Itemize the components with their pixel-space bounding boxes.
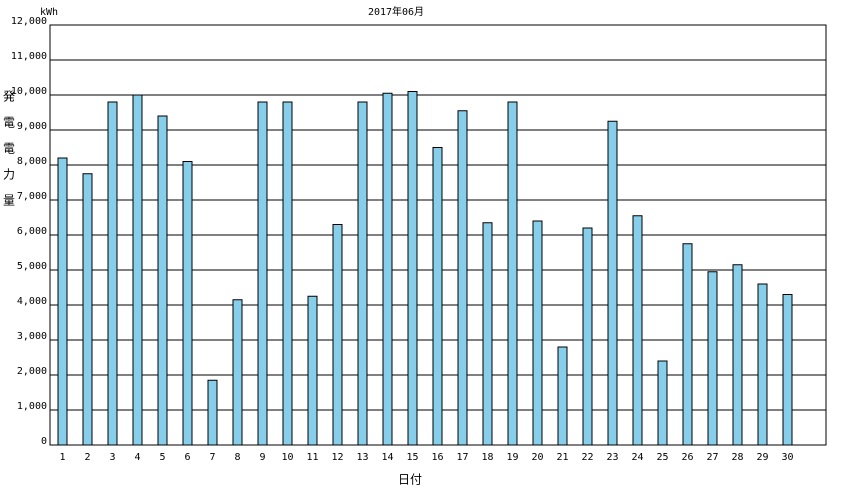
bar (482, 222, 493, 446)
x-tick-label: 11 (306, 452, 318, 463)
bar (457, 110, 468, 446)
y-tick-label: 6,000 (17, 226, 47, 237)
bar (82, 173, 93, 446)
x-tick-label: 13 (356, 452, 368, 463)
x-tick-label: 25 (656, 452, 668, 463)
y-tick-label: 2,000 (17, 366, 47, 377)
bar (732, 264, 743, 446)
x-tick-label: 29 (756, 452, 768, 463)
y-tick-label: 0 (41, 436, 47, 447)
x-tick-label: 24 (631, 452, 643, 463)
bar (382, 92, 393, 446)
y-tick-label: 5,000 (17, 261, 47, 272)
x-axis-title: 日付 (398, 473, 422, 487)
y-tick-label: 8,000 (17, 156, 47, 167)
y-tick-label: 10,000 (11, 86, 47, 97)
x-tick-label: 7 (209, 452, 215, 463)
x-tick-label: 4 (134, 452, 140, 463)
bar (332, 224, 343, 446)
bar (57, 157, 68, 446)
x-tick-label: 21 (556, 452, 568, 463)
y-tick-label: 1,000 (17, 401, 47, 412)
y-tick-label: 4,000 (17, 296, 47, 307)
bar (557, 346, 568, 446)
x-tick-label: 8 (234, 452, 240, 463)
x-tick-label: 14 (381, 452, 393, 463)
bar (632, 215, 643, 446)
y-tick-label: 9,000 (17, 121, 47, 132)
bar (357, 101, 368, 446)
bar (757, 283, 768, 446)
x-tick-label: 15 (406, 452, 418, 463)
x-tick-label: 16 (431, 452, 443, 463)
x-tick-label: 23 (606, 452, 618, 463)
bar (607, 120, 618, 446)
x-tick-label: 28 (731, 452, 743, 463)
y-tick-label: 12,000 (11, 16, 47, 27)
x-tick-label: 20 (531, 452, 543, 463)
y-tick-label: 11,000 (11, 51, 47, 62)
bar (157, 115, 168, 446)
bar (307, 295, 318, 446)
x-tick-label: 3 (109, 452, 115, 463)
bar (107, 101, 118, 446)
x-tick-label: 9 (259, 452, 265, 463)
bar (582, 227, 593, 446)
y-tick-label: 3,000 (17, 331, 47, 342)
x-tick-label: 19 (506, 452, 518, 463)
x-tick-label: 22 (581, 452, 593, 463)
bar (407, 91, 418, 446)
bar (432, 147, 443, 446)
bar (657, 360, 668, 446)
bar (132, 94, 143, 446)
x-tick-label: 30 (781, 452, 793, 463)
x-tick-label: 12 (331, 452, 343, 463)
bar (257, 101, 268, 446)
unit-label: kWh (40, 7, 58, 18)
x-tick-label: 17 (456, 452, 468, 463)
bar (532, 220, 543, 446)
y-axis-title: 発電電力量 (2, 90, 16, 220)
y-tick-label: 7,000 (17, 191, 47, 202)
x-tick-label: 26 (681, 452, 693, 463)
x-tick-label: 27 (706, 452, 718, 463)
bar (282, 101, 293, 446)
x-tick-label: 18 (481, 452, 493, 463)
bar (182, 161, 193, 446)
bar (232, 299, 243, 446)
bar (782, 294, 793, 446)
x-tick-label: 2 (84, 452, 90, 463)
bar (707, 271, 718, 446)
chart-title: 2017年06月 (368, 5, 424, 18)
x-tick-label: 1 (59, 452, 65, 463)
x-tick-label: 6 (184, 452, 190, 463)
x-tick-label: 10 (281, 452, 293, 463)
bar (207, 379, 218, 446)
x-tick-label: 5 (159, 452, 165, 463)
bar (507, 101, 518, 446)
bar (682, 243, 693, 446)
